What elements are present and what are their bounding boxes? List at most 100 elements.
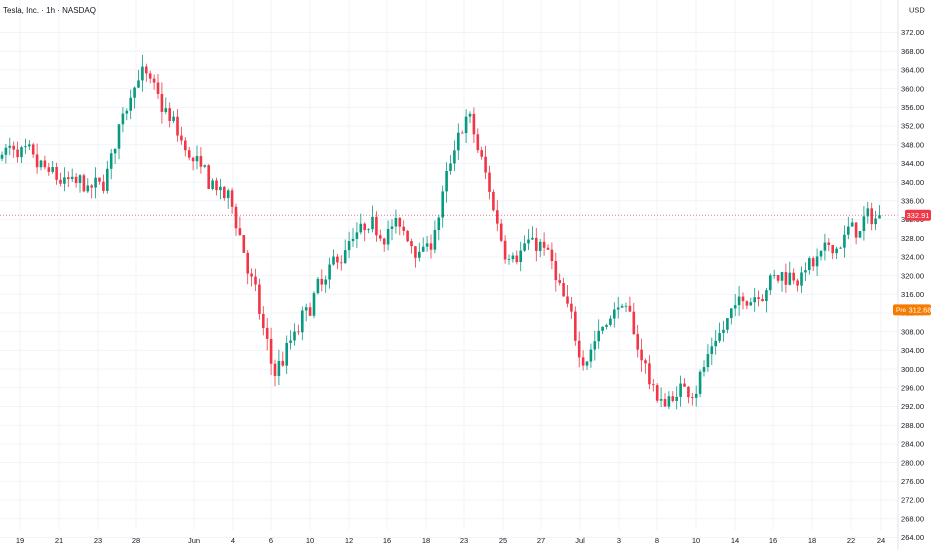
candle-up xyxy=(0,154,4,159)
candle-down xyxy=(47,167,51,172)
candle-up xyxy=(433,230,437,250)
candle-up xyxy=(468,113,472,117)
candle-down xyxy=(262,313,265,328)
candle-up xyxy=(804,270,807,273)
candle-up xyxy=(843,234,846,248)
x-tick-label: 12 xyxy=(345,536,353,545)
candle-down xyxy=(870,208,873,225)
candle-down xyxy=(784,272,788,285)
x-tick-label: 21 xyxy=(55,536,63,545)
last-price-badge: 332.91 xyxy=(905,209,931,221)
y-tick-label: 328.00 xyxy=(901,234,924,243)
candle-up xyxy=(718,333,721,341)
candle-down xyxy=(581,357,585,366)
candle-up xyxy=(698,371,702,394)
candle-up xyxy=(355,232,359,239)
candle-up xyxy=(421,246,425,252)
candle-down xyxy=(363,223,366,231)
candle-down xyxy=(160,93,164,112)
candle-down xyxy=(745,301,749,306)
candle-up xyxy=(878,215,881,219)
candle-down xyxy=(636,334,639,350)
candle-up xyxy=(613,309,616,319)
candle-up xyxy=(113,148,117,154)
candle-down xyxy=(570,303,573,312)
chart-title: Tesla, Inc. · 1h · NASDAQ xyxy=(3,6,96,15)
candle-up xyxy=(164,108,168,112)
candle-up xyxy=(624,305,628,307)
candle-down xyxy=(223,186,226,199)
candle-up xyxy=(511,255,515,260)
candle-down xyxy=(187,150,191,158)
candle-up xyxy=(616,307,620,310)
candle-up xyxy=(289,340,292,343)
currency-label[interactable]: USD xyxy=(909,6,925,15)
x-tick-label: 4 xyxy=(231,536,235,545)
candle-up xyxy=(343,250,347,264)
candle-up xyxy=(523,243,526,251)
candle-up xyxy=(94,177,97,188)
y-tick-label: 288.00 xyxy=(901,421,924,430)
candle-down xyxy=(410,241,413,247)
y-tick-label: 316.00 xyxy=(901,290,924,299)
candle-down xyxy=(691,397,694,398)
candle-up xyxy=(109,153,113,169)
candle-up xyxy=(714,340,717,347)
x-tick-label: 3 xyxy=(617,536,621,545)
premarket-badge: Pre 312.68 xyxy=(893,304,931,316)
candle-up xyxy=(371,216,374,230)
candle-up xyxy=(780,272,784,281)
y-tick-label: 344.00 xyxy=(901,159,924,168)
candle-up xyxy=(659,399,663,401)
x-tick-label: 23 xyxy=(460,536,468,545)
candle-down xyxy=(145,66,148,74)
candle-down xyxy=(741,296,745,302)
candle-up xyxy=(445,170,448,192)
candle-up xyxy=(203,165,207,167)
candle-down xyxy=(246,252,249,274)
candle-down xyxy=(379,235,382,239)
candle-down xyxy=(176,116,179,136)
candle-up xyxy=(835,248,838,254)
candle-down xyxy=(406,230,409,242)
candle-down xyxy=(757,297,760,299)
candle-up xyxy=(593,341,597,350)
x-axis: 19 21 23 28 Jun 4 6 10 12 16 18 23 25 27 Jul 3 8 10 14 16 18… xyxy=(16,536,885,545)
candle-up xyxy=(800,272,803,286)
candle-down xyxy=(74,176,78,184)
y-tick-label: 372.00 xyxy=(901,28,924,37)
candle-down xyxy=(98,177,101,182)
candle-up xyxy=(858,231,862,238)
candle-up xyxy=(386,228,390,245)
candle-down xyxy=(831,244,834,254)
y-tick-label: 272.00 xyxy=(901,496,924,505)
candle-up xyxy=(605,324,608,327)
x-tick-label: 8 xyxy=(655,536,659,545)
candle-up xyxy=(293,331,296,341)
candle-up xyxy=(702,367,706,372)
candle-up xyxy=(620,306,624,308)
candle-down xyxy=(238,228,242,236)
x-tick-label: 18 xyxy=(808,536,816,545)
candle-down xyxy=(102,181,105,191)
candle-up xyxy=(733,305,737,309)
candle-down xyxy=(515,255,519,263)
candle-up xyxy=(219,186,222,191)
y-tick-label: 352.00 xyxy=(901,122,924,131)
candle-down xyxy=(566,296,569,304)
candle-up xyxy=(507,259,511,261)
candle-up xyxy=(675,396,678,401)
candle-up xyxy=(726,318,729,330)
y-tick-label: 336.00 xyxy=(901,197,924,206)
candle-down xyxy=(480,150,483,157)
candle-down xyxy=(429,243,433,250)
candle-down xyxy=(230,190,234,207)
candle-up xyxy=(609,318,612,325)
candle-up xyxy=(277,360,281,376)
x-tick-label: Jul xyxy=(575,536,585,545)
candle-up xyxy=(737,296,741,306)
candle-up xyxy=(667,396,671,407)
last-price-value: 332.91 xyxy=(907,211,930,220)
